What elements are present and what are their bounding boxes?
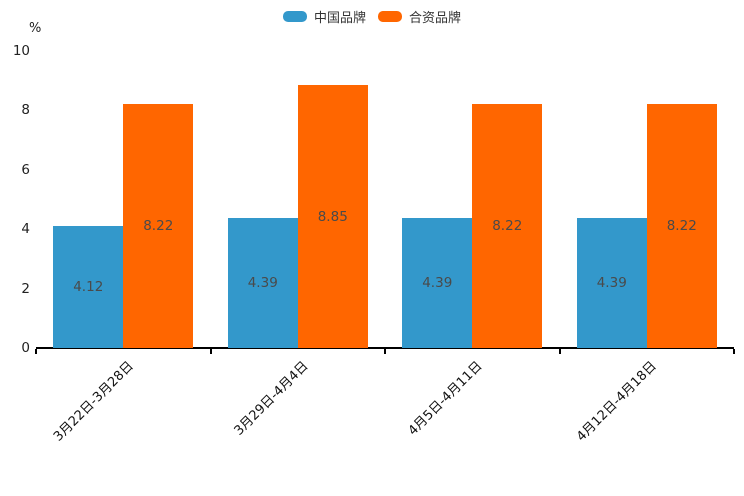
bar-value-label: 4.39 <box>422 274 453 291</box>
bar-joint-venture-brand[interactable]: 8.85 <box>297 85 368 348</box>
bar-value-label: 8.22 <box>666 217 697 234</box>
legend-swatch-joint-venture-brand-icon <box>378 11 402 22</box>
legend-swatch-china-brand-icon <box>282 11 307 22</box>
x-axis-tick-mark <box>384 349 386 354</box>
bar-value-label: 4.39 <box>596 274 627 291</box>
x-axis-tick-mark <box>35 349 37 354</box>
y-axis-tick-label: 0 <box>21 340 30 356</box>
x-axis-category-label: 3月22日-3月28日 <box>50 358 137 445</box>
x-axis-tick-mark <box>558 349 561 354</box>
bar-china-brand[interactable]: 4.39 <box>402 217 473 348</box>
bar-value-label: 4.12 <box>73 278 104 295</box>
bar-value-label: 8.22 <box>143 217 174 234</box>
x-axis-line <box>36 347 734 349</box>
x-axis-tick-mark <box>209 349 212 354</box>
x-axis-category-label: 4月5日-4月11日 <box>405 358 486 439</box>
bar-value-label: 8.85 <box>317 208 348 225</box>
bar-joint-venture-brand[interactable]: 8.22 <box>123 103 194 348</box>
y-axis-tick-label: 6 <box>21 161 30 178</box>
y-axis-tick-label: 2 <box>21 280 30 297</box>
y-axis-tick-label: 10 <box>12 43 30 59</box>
bar-china-brand[interactable]: 4.39 <box>576 217 647 348</box>
bar-china-brand[interactable]: 4.39 <box>227 217 298 348</box>
y-axis-tick-label: 8 <box>21 102 30 119</box>
legend-item-china-brand[interactable]: 中国品牌 <box>282 7 366 26</box>
chart-legend: 中国品牌 合资品牌 <box>0 7 744 26</box>
legend-label-joint-venture-brand: 合资品牌 <box>409 11 462 26</box>
x-axis-category-label: 4月12日-4月18日 <box>574 358 661 445</box>
legend-item-joint-venture-brand[interactable]: 合资品牌 <box>378 7 461 26</box>
bar-value-label: 4.39 <box>247 274 278 291</box>
bar-china-brand[interactable]: 4.12 <box>53 225 124 348</box>
y-axis-tick-label: 4 <box>21 221 30 238</box>
bar-value-label: 8.22 <box>492 217 523 234</box>
legend-label-china-brand: 中国品牌 <box>313 11 366 26</box>
bar-joint-venture-brand[interactable]: 8.22 <box>646 103 717 348</box>
y-axis-unit-label: % <box>29 21 42 36</box>
x-axis-tick-mark <box>733 349 735 354</box>
bar-joint-venture-brand[interactable]: 8.22 <box>472 103 543 348</box>
x-axis-category-label: 3月29日-4月4日 <box>231 358 312 439</box>
